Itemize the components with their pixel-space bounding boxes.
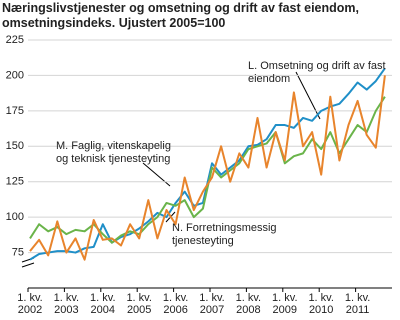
- x-tick-label: 1. kv. 2006: [162, 292, 189, 316]
- y-tick-label: 150: [6, 140, 24, 152]
- x-tick-label: 1. kv. 2004: [90, 292, 116, 316]
- x-tick-label: 1. kv. 2010: [308, 292, 334, 316]
- chart-title: Næringslivstjenester og omsetning og dri…: [2, 1, 360, 30]
- x-tick-label: 1. kv. 2002: [17, 292, 43, 316]
- y-tick-label: 200: [6, 69, 24, 81]
- x-tick-label: 1. kv. 2005: [126, 292, 152, 316]
- annotation: M. Faglig, vitenskapelig og teknisk tjen…: [56, 140, 171, 165]
- y-tick-label: 225: [6, 34, 24, 46]
- x-tick-label: 1. kv. 2003: [53, 292, 80, 316]
- x-tick-label: 1. kv. 2007: [199, 292, 225, 316]
- y-tick-label: 175: [6, 105, 24, 117]
- series-line: [29, 75, 386, 261]
- y-tick-label: 125: [6, 176, 24, 188]
- annotation: L. Omsetning og drift av fast eiendom: [248, 60, 386, 85]
- annotation: N. Forretningsmessig tjenesteyting: [172, 222, 277, 247]
- y-tick-label: 100: [6, 211, 24, 223]
- leader-line: [142, 162, 171, 187]
- x-tick-label: 1. kv. 2009: [272, 292, 298, 316]
- x-tick-label: 1. kv. 2008: [235, 292, 262, 316]
- series-line: [29, 96, 386, 244]
- y-tick-label: 75: [12, 246, 24, 258]
- x-tick-label: 1. kv. 2011: [344, 292, 371, 316]
